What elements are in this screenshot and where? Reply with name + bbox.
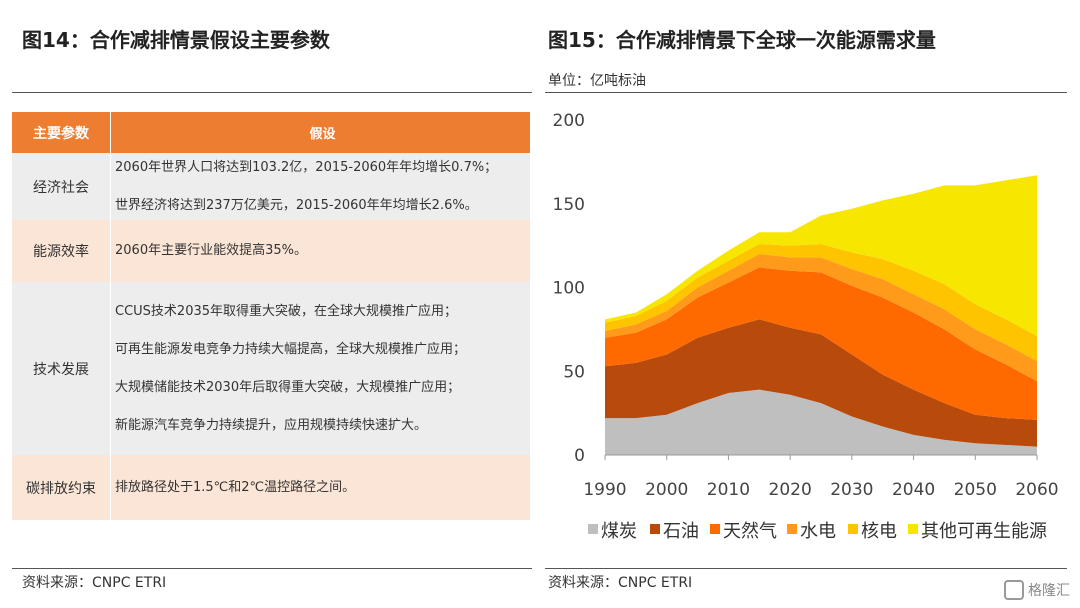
x-tick-label: 2010 bbox=[707, 480, 750, 500]
chart-title: 图15：合作减排情景下全球一次能源需求量 bbox=[548, 28, 936, 52]
legend-swatch bbox=[908, 524, 918, 534]
watermark: 格隆汇 bbox=[1004, 580, 1070, 600]
assumption-line: 可再生能源发电竞争力持续大幅提高，全球大规模推广应用； bbox=[115, 341, 467, 357]
y-tick-label: 100 bbox=[553, 279, 585, 299]
legend-label: 水电 bbox=[800, 521, 836, 542]
x-tick-label: 1990 bbox=[583, 480, 626, 500]
legend-label: 核电 bbox=[861, 521, 897, 542]
chart-subtitle: 单位：亿吨标油 bbox=[548, 73, 646, 89]
param-cell: 能源效率 bbox=[12, 220, 111, 282]
legend-label: 其他可再生能源 bbox=[921, 521, 1047, 542]
assumption-line: 2060年主要行业能效提高35%。 bbox=[115, 243, 307, 258]
legend-swatch bbox=[710, 524, 720, 534]
rule bbox=[545, 92, 1067, 93]
x-tick-label: 2030 bbox=[830, 480, 873, 500]
assumption-line: 大规模储能技术2030年后取得重大突破，大规模推广应用； bbox=[115, 379, 461, 395]
area bbox=[605, 175, 1037, 337]
legend-swatch bbox=[848, 524, 858, 534]
logo bbox=[1004, 580, 1024, 600]
param-cell: 碳排放约束 bbox=[12, 455, 111, 520]
header-row: 主要参数 假设 bbox=[12, 112, 530, 153]
area bbox=[605, 389, 1037, 455]
rule bbox=[12, 568, 532, 569]
area bbox=[605, 267, 1037, 420]
left-title: 图14：合作减排情景假设主要参数 bbox=[22, 28, 330, 52]
param-cell: 技术发展 bbox=[12, 282, 111, 455]
rule bbox=[12, 92, 532, 93]
area bbox=[605, 254, 1037, 382]
y-tick-label: 50 bbox=[563, 362, 585, 382]
x-tick-label: 2050 bbox=[954, 480, 997, 500]
header-cell: 假设 bbox=[309, 127, 336, 142]
x-tick-label: 2020 bbox=[769, 480, 812, 500]
legend-swatch bbox=[588, 524, 598, 534]
table-row: 能源效率 2060年主要行业能效提高35%。 bbox=[12, 220, 530, 282]
source: 资料来源：CNPC ETRI bbox=[548, 575, 693, 591]
legend-label: 石油 bbox=[663, 521, 699, 542]
table-row: 碳排放约束 排放路径处于1.5℃和2℃温控路径之间。 bbox=[12, 455, 530, 520]
assumption-line: 排放路径处于1.5℃和2℃温控路径之间。 bbox=[115, 479, 356, 495]
area bbox=[605, 243, 1037, 362]
assumption-line: 新能源汽车竞争力持续提升，应用规模持续快速扩大。 bbox=[115, 417, 428, 433]
table-row: 经济社会 2060年世界人口将达到103.2亿，2015-2060年年均增长0.7… bbox=[12, 153, 530, 220]
assumption-line: 世界经济将达到237万亿美元，2015-2060年年均增长2.6%。 bbox=[115, 197, 478, 213]
table-row: 技术发展 CCUS技术2035年取得重大突破，在全球大规模推广应用； 可再生能源发电… bbox=[12, 282, 530, 455]
source: 资料来源：CNPC ETRI bbox=[22, 575, 167, 591]
y-tick-label: 200 bbox=[553, 111, 585, 131]
x-tick-label: 2040 bbox=[892, 480, 935, 500]
assumption-cell: 2060年世界人口将达到103.2亿，2015-2060年年均增长0.7%； 世界… bbox=[111, 153, 530, 220]
assumption-cell: CCUS技术2035年取得重大突破，在全球大规模推广应用； 可再生能源发电竞争力持… bbox=[111, 282, 530, 455]
assumption-line: CCUS技术2035年取得重大突破，在全球大规模推广应用； bbox=[115, 303, 458, 319]
watermark-text: 格隆汇 bbox=[1028, 583, 1070, 599]
y-tick-label: 0 bbox=[574, 446, 585, 466]
area bbox=[605, 319, 1037, 447]
header-cell: 主要参数 bbox=[12, 112, 111, 153]
legend-label: 煤炭 bbox=[601, 521, 637, 542]
rule bbox=[545, 568, 1067, 569]
legend-label: 天然气 bbox=[723, 521, 777, 542]
table: 主要参数 假设 经济社会 2060年世界人口将达到103.2亿，2015-2060… bbox=[12, 112, 530, 520]
assumption-line: 2060年世界人口将达到103.2亿，2015-2060年年均增长0.7%； bbox=[115, 159, 498, 175]
x-tick-label: 2060 bbox=[1015, 480, 1058, 500]
legend-swatch bbox=[787, 524, 797, 534]
x-tick-label: 2000 bbox=[645, 480, 688, 500]
assumption-cell: 2060年主要行业能效提高35%。 bbox=[111, 220, 530, 282]
assumption-cell: 排放路径处于1.5℃和2℃温控路径之间。 bbox=[111, 455, 530, 520]
param-cell: 经济社会 bbox=[12, 153, 111, 220]
y-tick-label: 150 bbox=[553, 195, 585, 215]
legend-swatch bbox=[650, 524, 660, 534]
